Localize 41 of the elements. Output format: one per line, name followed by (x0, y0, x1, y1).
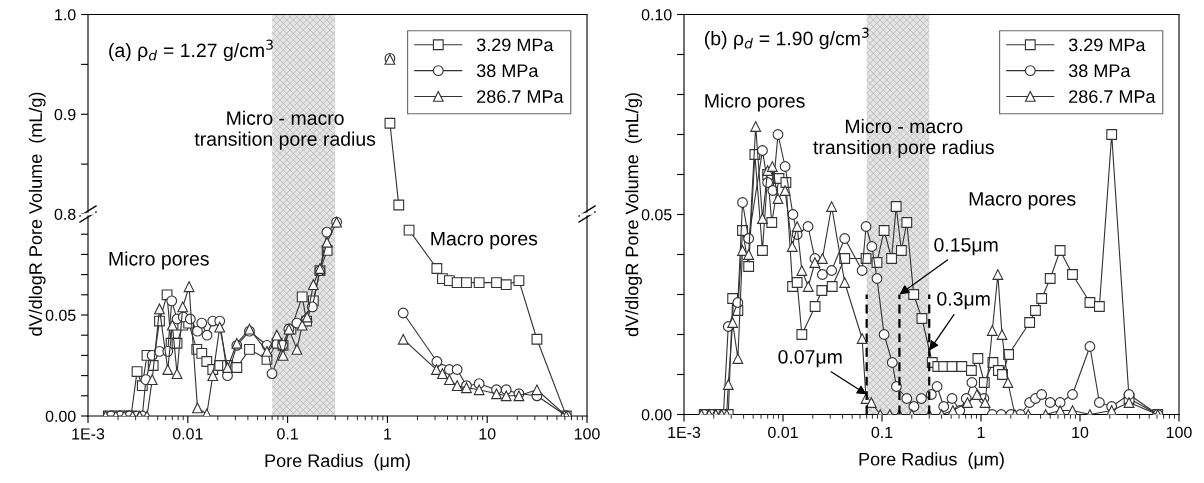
annotation: 0.07μm (778, 349, 842, 368)
y-tick-label: 0.05 (45, 309, 76, 321)
annotation: Micro - macro transition pore radius (194, 110, 376, 150)
annotation: Micro pores (109, 251, 209, 270)
annotation: (a) ρ$_{d}$ = 1.27 g/cm$^{3}$ (109, 39, 273, 62)
x-axis-title: Pore Radius (μm) (859, 452, 1004, 470)
annotation: (b) ρ$_{d}$ = 1.90 g/cm$^{3}$ (705, 27, 869, 50)
x-tick-label: 0.01 (172, 428, 203, 440)
y-tick-label: 0.05 (641, 209, 672, 221)
y-tick-label: 0.00 (641, 409, 672, 421)
annotation: 0.3μm (937, 291, 990, 310)
x-tick-label: 1 (977, 426, 985, 438)
legend-label: 38 MPa (476, 64, 539, 78)
legend-label: 286.7 MPa (1069, 90, 1156, 103)
annotation: Macro pores (969, 192, 1076, 210)
legend-label: 38 MPa (1068, 64, 1131, 78)
x-tick-label: 0.1 (277, 428, 298, 440)
legend-label: 3.29 MPa (476, 38, 554, 52)
y-tick-label: 0.8 (54, 208, 76, 220)
x-tick-label: 1E-3 (72, 428, 105, 440)
annotation: Micro pores (705, 93, 805, 112)
y-axis-title: dV/dlogR Pore Volume (mL/g) (625, 93, 642, 337)
legend-label: 3.29 MPa (1068, 38, 1146, 52)
x-tick-label: 0.01 (768, 426, 798, 439)
y-tick-label: 0.00 (45, 410, 76, 422)
x-tick-label: 1E-3 (668, 426, 701, 439)
x-tick-label: 100 (574, 428, 600, 440)
x-tick-label: 100 (1166, 426, 1192, 439)
x-axis-title: Pore Radius (μm) (265, 453, 410, 471)
x-tick-label: 0.1 (871, 426, 893, 439)
annotation: 0.15μm (934, 237, 998, 256)
y-tick-label: 1.0 (55, 9, 76, 21)
x-tick-label: 10 (479, 428, 496, 440)
y-axis-title: dV/dlogR Pore Volume (mL/g) (28, 92, 46, 336)
x-tick-label: 1 (384, 428, 392, 440)
y-tick-label: 0.10 (641, 9, 672, 21)
y-tick-label: 0.9 (54, 108, 76, 121)
annotation: Macro pores (431, 231, 538, 250)
x-tick-label: 10 (1072, 426, 1089, 439)
legend-label: 286.7 MPa (477, 90, 564, 103)
annotation: Micro - macro transition pore radius (813, 118, 994, 159)
